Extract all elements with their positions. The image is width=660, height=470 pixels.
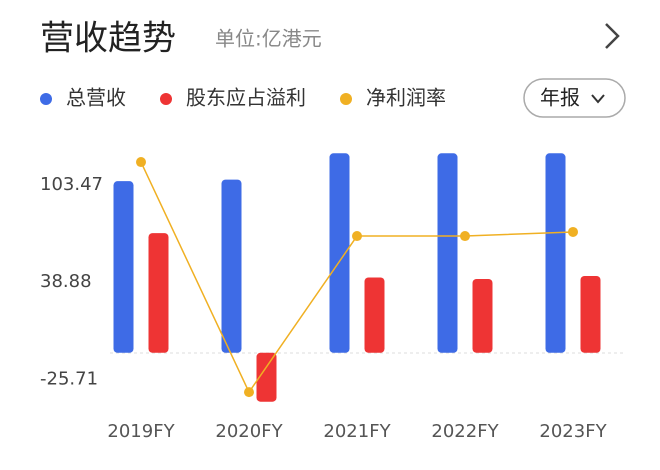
button-label[interactable]: 年报 xyxy=(540,86,580,110)
button-frame[interactable] xyxy=(523,78,626,118)
y-tick-label: 38.88 xyxy=(40,271,92,292)
legend-label: 净利润率 xyxy=(366,86,446,110)
legend-label: 总营收 xyxy=(66,86,126,110)
x-tick-label: 2019FY xyxy=(107,421,175,442)
bar xyxy=(256,352,277,402)
x-tick-label: 2020FY xyxy=(215,421,283,442)
x-tick-label: 2022FY xyxy=(431,421,499,442)
bar xyxy=(580,275,601,353)
line-point xyxy=(352,231,362,242)
x-tick-label: 2023FY xyxy=(539,421,607,442)
period-button[interactable]: 年报 xyxy=(523,78,626,118)
legend-marker xyxy=(160,93,172,105)
line-point xyxy=(460,231,470,242)
line xyxy=(140,161,574,394)
y-tick-label: 103.47 xyxy=(40,174,103,195)
bar xyxy=(221,179,242,353)
line-point xyxy=(244,387,254,398)
bar xyxy=(472,279,493,353)
dropdown-icon[interactable] xyxy=(591,94,605,104)
more-arrow[interactable] xyxy=(605,23,620,49)
bar xyxy=(437,153,458,353)
line-point xyxy=(136,157,146,168)
chart-title: 营收趋势 xyxy=(40,19,176,59)
bar xyxy=(113,181,134,353)
bar xyxy=(364,277,385,353)
line-point xyxy=(568,226,578,237)
bar xyxy=(148,233,169,353)
y-tick-label: -25.71 xyxy=(40,368,98,389)
legend-marker xyxy=(40,93,52,105)
legend-label: 股东应占溢利 xyxy=(186,86,306,110)
legend-marker xyxy=(340,93,352,105)
bar xyxy=(545,153,566,353)
bar xyxy=(329,153,350,353)
chart-subtitle: 单位:亿港元 xyxy=(215,27,322,51)
x-tick-label: 2021FY xyxy=(323,421,391,442)
